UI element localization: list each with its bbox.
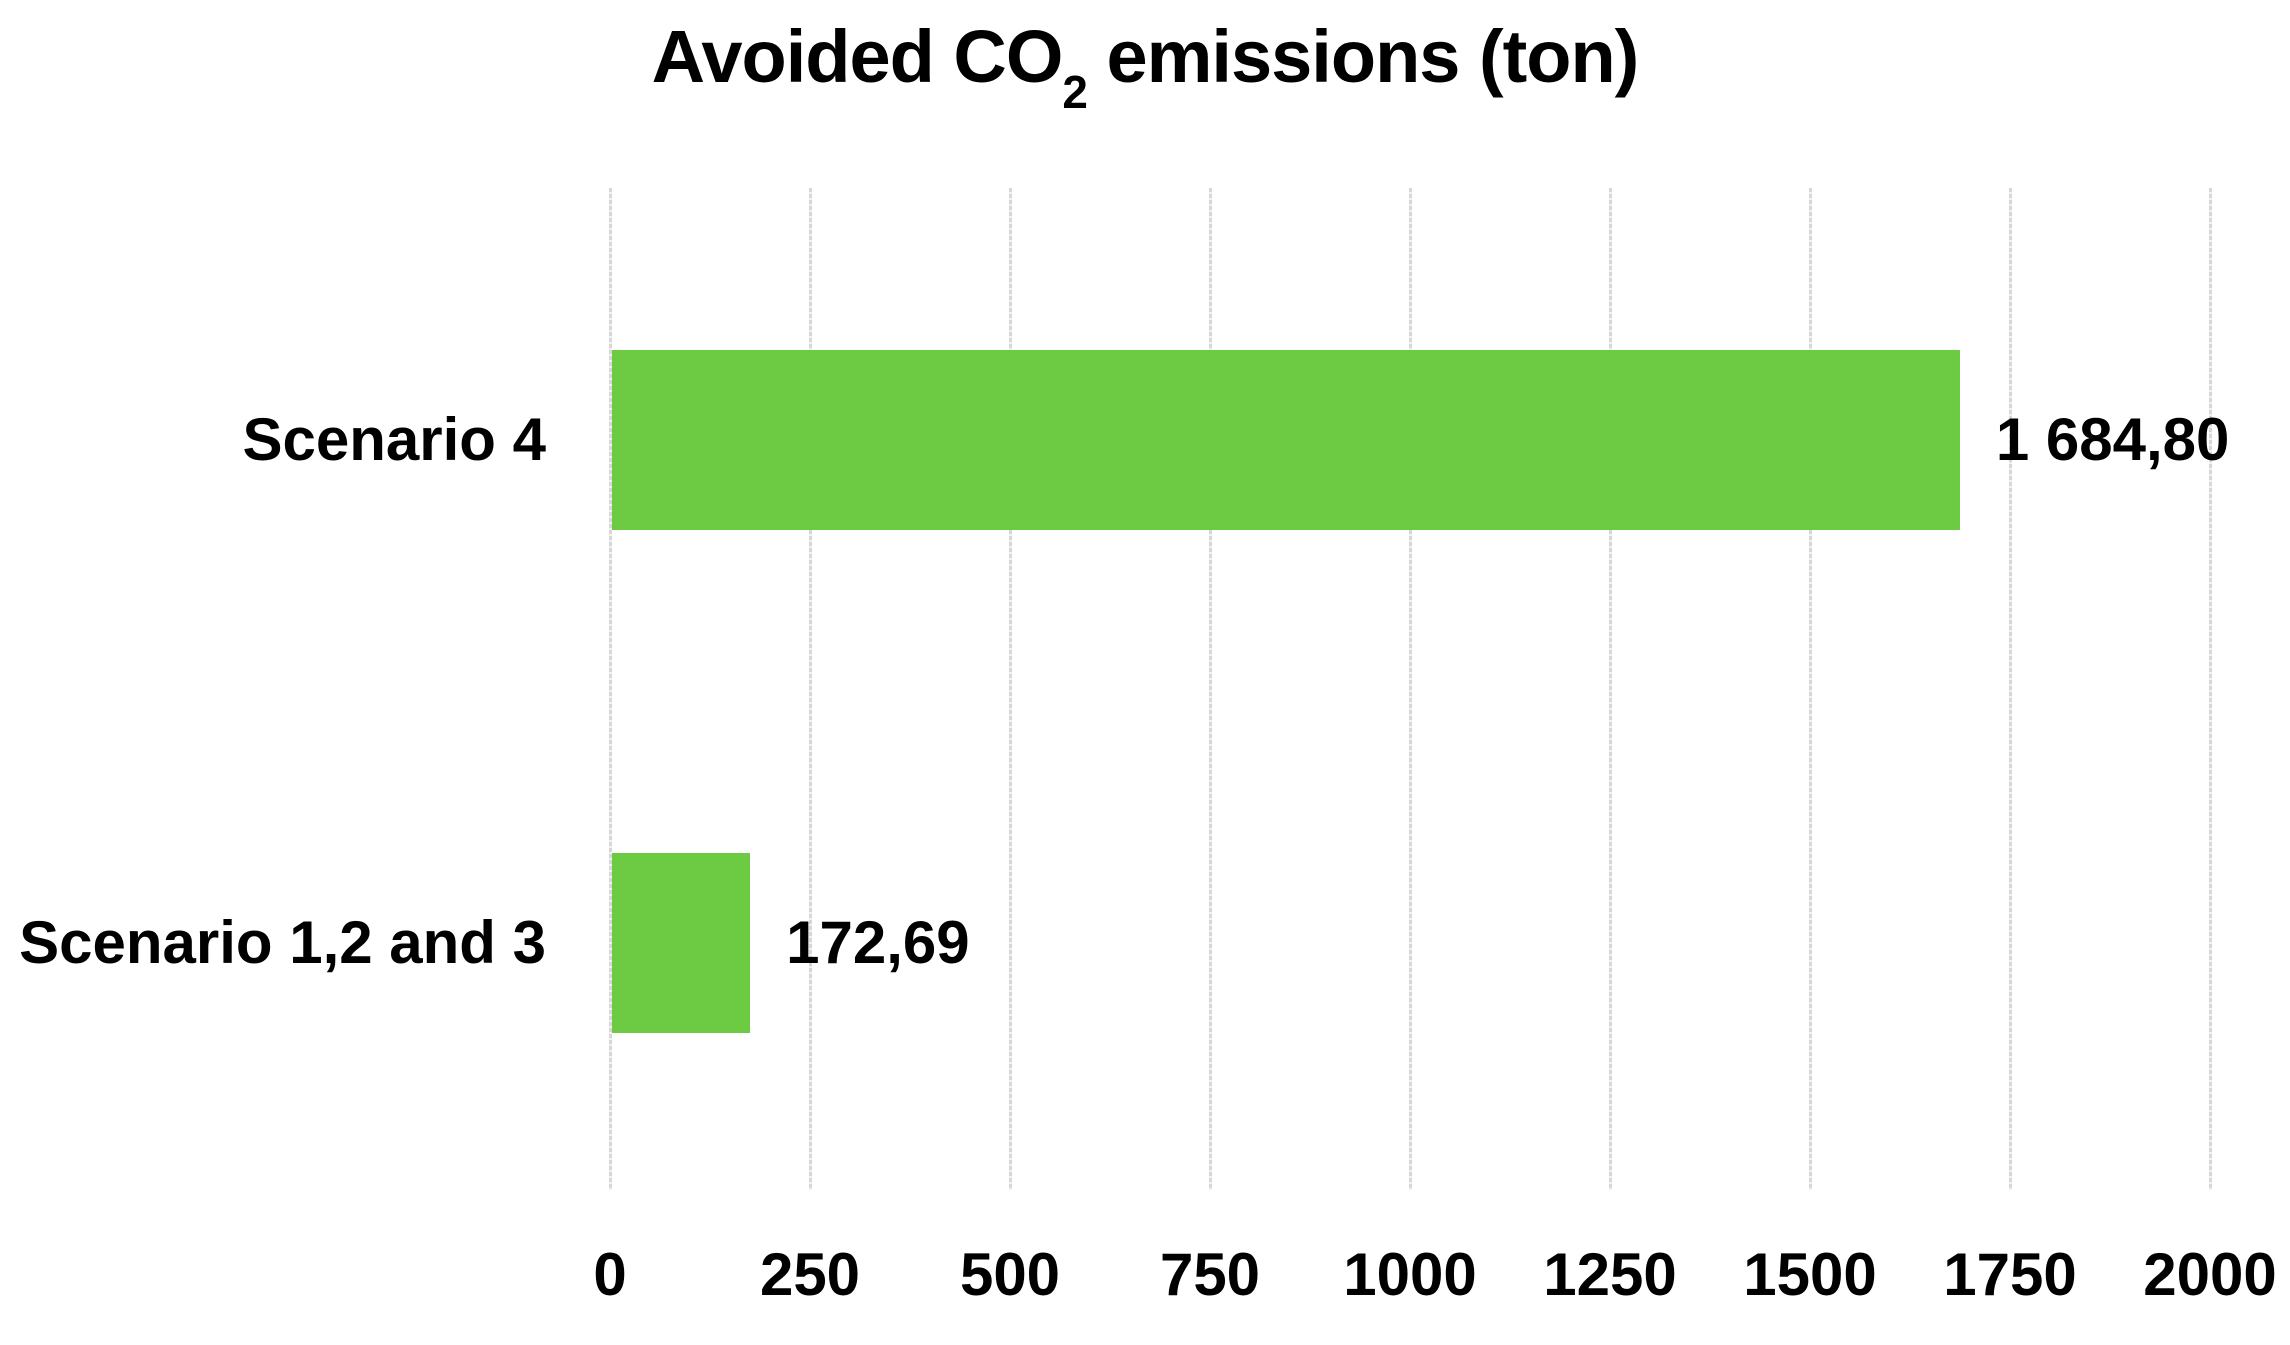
gridline-2000 bbox=[2208, 188, 2212, 1190]
chart-title-subscript: 2 bbox=[1062, 65, 1087, 118]
gridline-1250 bbox=[1608, 188, 1612, 1190]
gridline-1500 bbox=[1808, 188, 1812, 1190]
x-tick-label-250: 250 bbox=[759, 1241, 861, 1308]
chart-title: Avoided CO2 emissions (ton) bbox=[0, 14, 2290, 115]
x-tick-label-750: 750 bbox=[1159, 1241, 1261, 1308]
gridline-0 bbox=[608, 188, 612, 1190]
x-tick-label-1250: 1250 bbox=[1543, 1241, 1677, 1308]
gridline-250 bbox=[808, 188, 812, 1190]
value-label-scenario-4: 1 684,80 bbox=[1995, 406, 2230, 473]
bar-scenario-4 bbox=[612, 350, 1960, 530]
x-tick-label-0: 0 bbox=[593, 1241, 627, 1308]
x-tick-label-2000: 2000 bbox=[2143, 1241, 2277, 1308]
x-tick-label-1750: 1750 bbox=[1943, 1241, 2077, 1308]
gridline-1750 bbox=[2008, 188, 2012, 1190]
bar-scenario-1-2-and-3 bbox=[612, 853, 751, 1033]
category-label-scenario-4: Scenario 4 bbox=[242, 406, 547, 473]
plot-area: 1 684,80 172,69 bbox=[608, 188, 2229, 1190]
category-label-scenario-1-2-and-3: Scenario 1,2 and 3 bbox=[19, 909, 546, 976]
x-tick-label-1500: 1500 bbox=[1743, 1241, 1877, 1308]
x-tick-label-500: 500 bbox=[959, 1241, 1061, 1308]
gridline-750 bbox=[1208, 188, 1212, 1190]
gridline-1000 bbox=[1408, 188, 1412, 1190]
value-label-scenario-1-2-and-3: 172,69 bbox=[786, 909, 970, 976]
chart-title-prefix: Avoided CO bbox=[651, 15, 1064, 98]
x-tick-label-1000: 1000 bbox=[1343, 1241, 1477, 1308]
gridline-500 bbox=[1008, 188, 1012, 1190]
chart-title-suffix: emissions (ton) bbox=[1086, 15, 1639, 98]
